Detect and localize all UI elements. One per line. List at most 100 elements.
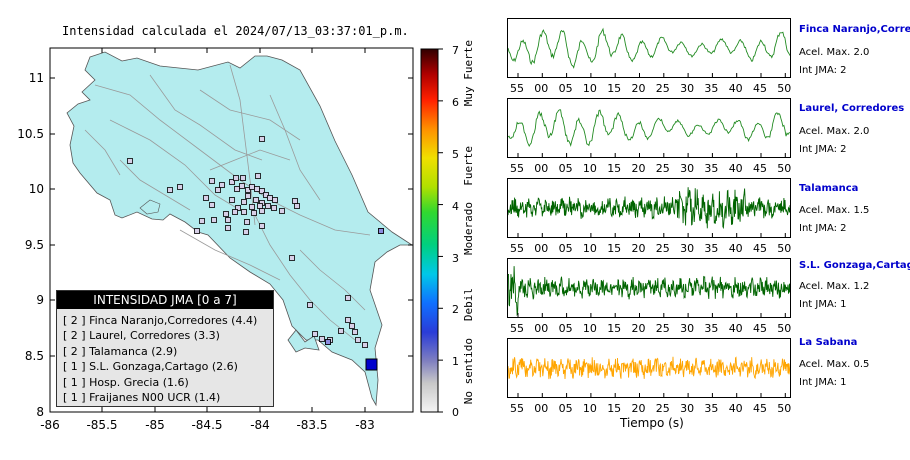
map-title: Intensidad calculada el 2024/07/13_03:37… [62,24,409,38]
station-jma: Int JMA: 2 [799,65,847,76]
station-accel: Acel. Max. 2.0 [799,126,870,137]
station-marker [233,175,239,181]
map-x-tick-label: -84.5 [191,418,222,432]
station-marker [245,193,251,199]
station-marker [239,183,245,189]
time-tick-label: 00 [534,82,549,95]
time-tick-label: 20 [631,402,646,415]
time-tick-label: 15 [607,402,622,415]
time-tick-label: 00 [534,402,549,415]
station-marker [232,209,238,215]
map-y-tick-label: 10.5 [17,127,44,141]
station-marker [245,187,251,193]
station-marker [265,203,271,209]
time-tick-label: 15 [607,242,622,255]
station-marker [349,323,355,329]
time-tick-label: 15 [607,162,622,175]
time-tick-label: 35 [704,82,719,95]
station-marker [199,218,205,224]
waveform-panel [507,338,791,398]
station-marker [289,255,295,261]
time-tick-label: 15 [607,322,622,335]
time-tick-row: 55 00 05 10 15 20 25 30 35 40 45 50 [507,162,792,175]
epicenter-marker [365,358,378,371]
colorbar-tick: 2 [452,303,459,316]
colorbar-category: Fuerte [462,146,475,186]
waveform-trace [507,109,791,147]
colorbar-tick: 3 [452,252,459,265]
legend-item: [ 2 ] Finca Naranjo,Corredores (4.4) [63,314,258,327]
colorbar-category: Moderado [462,202,475,255]
map-y-tick-label: 10 [29,182,44,196]
station-marker [307,302,313,308]
colorbar-category: Debil [462,288,475,322]
time-tick-row: 55 00 05 10 15 20 25 30 35 40 45 50 [507,242,791,255]
colorbar-tick: 1 [452,355,459,368]
station-jma: Int JMA: 2 [799,223,847,234]
station-marker [338,328,344,334]
costa-rica-land [66,51,414,407]
time-tick-label: 25 [655,162,670,175]
time-tick-label: 50 [777,162,792,175]
legend-list: [ 2 ] Finca Naranjo,Corredores (4.4) [ 2… [63,313,273,405]
map-y-tick-label: 8 [36,405,44,419]
station-marker [263,192,269,198]
map-y-tick-label: 9.5 [25,238,44,252]
waveform-trace [508,266,791,317]
time-tick-label: 05 [558,162,573,175]
time-tick-label: 00 [534,162,549,175]
road-line [84,129,121,176]
time-tick-label: 10 [582,162,597,175]
time-tick-label: 20 [631,82,646,95]
colorbar-category: No sentido [462,338,475,405]
time-tick-label: 00 [534,322,549,335]
time-tick-label: 10 [582,322,597,335]
map-x-tick-label: -85 [145,418,165,432]
legend-item: [ 1 ] Hosp. Grecia (1.6) [63,375,189,389]
station-marker [249,204,255,210]
time-tick-label: 35 [704,162,719,175]
road-line [229,64,256,226]
colorbar-category: Muy Fuerte [462,40,475,107]
station-jma: Int JMA: 2 [799,144,847,155]
station-marker [259,136,265,142]
time-tick-label: 15 [607,82,622,95]
colorbar-tick: 7 [452,44,459,57]
station-accel: Acel. Max. 1.5 [799,205,870,216]
time-tick-label: 40 [728,322,743,335]
road-line [119,159,191,211]
time-tick-label: 00 [534,242,549,255]
station-jma: Int JMA: 1 [799,377,847,388]
road-line [299,249,366,311]
map-y-tick-label: 8.5 [25,349,44,363]
station-marker [223,211,229,217]
station-marker [257,203,263,209]
time-tick-label: 20 [631,162,646,175]
station-marker [251,210,257,216]
station-marker [229,197,235,203]
road-line [209,149,291,171]
waveform-trace [507,356,791,380]
station-marker [244,219,250,225]
colorbar-tick: 0 [452,406,459,419]
colorbar-gradient [420,48,439,413]
station-marker [225,225,231,231]
station-accel: Acel. Max. 2.0 [799,47,870,58]
time-tick-label: 05 [558,322,573,335]
station-marker [234,186,240,192]
road-line [254,214,356,341]
station-marker [203,195,209,201]
time-tick-label: 10 [582,82,597,95]
time-tick-label: 50 [777,322,792,335]
map-x-tick-label: -83 [355,418,375,432]
time-tick-row: 55 00 05 10 15 20 25 30 35 40 45 50 [507,82,791,95]
time-tick-label: 45 [753,162,767,175]
time-tick-label: 25 [655,82,670,95]
time-tick-label: 30 [680,402,695,415]
legend-item: [ 2 ] Talamanca (2.9) [63,344,178,358]
station-marker [243,229,249,235]
time-tick-label: 05 [558,402,573,415]
time-tick-label: 25 [655,322,670,335]
station-name: La Sabana [799,337,858,348]
map-y-tick-label: 11 [29,71,44,85]
